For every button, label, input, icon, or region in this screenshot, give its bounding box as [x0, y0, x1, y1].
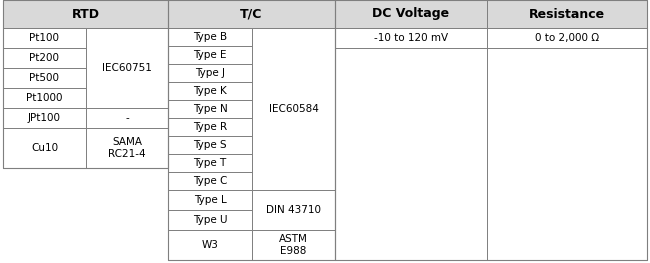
Bar [252, 28, 335, 190]
Text: Type T: Type T [194, 158, 227, 168]
Bar [3, 128, 86, 168]
Text: Type E: Type E [193, 50, 227, 60]
Text: DC Voltage: DC Voltage [372, 8, 450, 21]
Bar [335, 48, 487, 260]
Text: 0 to 2,000 Ω: 0 to 2,000 Ω [535, 33, 599, 43]
Text: Pt100: Pt100 [29, 33, 60, 43]
Bar [168, 172, 252, 190]
Text: Type C: Type C [193, 176, 227, 186]
Bar [168, 0, 335, 260]
Text: IEC60584: IEC60584 [268, 104, 318, 114]
Bar [86, 28, 168, 108]
Text: -10 to 120 mV: -10 to 120 mV [374, 33, 448, 43]
Bar [335, 28, 487, 48]
Text: T/C: T/C [240, 8, 263, 21]
Text: W3: W3 [202, 240, 218, 250]
Bar [168, 82, 252, 100]
Bar [168, 64, 252, 82]
Bar [252, 230, 335, 260]
Text: Type J: Type J [195, 68, 225, 78]
Bar [3, 48, 86, 68]
Bar [168, 46, 252, 64]
Bar [168, 136, 252, 154]
Text: Type L: Type L [194, 195, 226, 205]
Bar [168, 0, 335, 28]
Text: Type U: Type U [193, 215, 227, 225]
Bar [335, 0, 487, 28]
Bar [86, 128, 168, 168]
Bar [3, 0, 168, 168]
Text: Type N: Type N [192, 104, 227, 114]
Text: IEC60751: IEC60751 [102, 63, 152, 73]
Bar [168, 154, 252, 172]
Bar [168, 190, 252, 210]
Text: Pt1000: Pt1000 [26, 93, 63, 103]
Bar [3, 88, 86, 108]
Text: Type R: Type R [193, 122, 227, 132]
Bar [86, 108, 168, 128]
Bar [3, 28, 86, 48]
Bar [487, 0, 647, 28]
Text: -: - [125, 113, 129, 123]
Text: Type S: Type S [193, 140, 227, 150]
Text: DIN 43710: DIN 43710 [266, 205, 321, 215]
Text: JPt100: JPt100 [28, 113, 61, 123]
Text: Cu10: Cu10 [31, 143, 58, 153]
Bar [168, 118, 252, 136]
Bar [168, 100, 252, 118]
Text: Type B: Type B [193, 32, 227, 42]
Bar [168, 28, 252, 46]
Text: Pt200: Pt200 [29, 53, 60, 63]
Bar [3, 68, 86, 88]
Text: Type K: Type K [193, 86, 227, 96]
Bar [168, 230, 252, 260]
Text: Pt500: Pt500 [29, 73, 60, 83]
Text: SAMA
RC21-4: SAMA RC21-4 [108, 137, 146, 159]
Bar [487, 48, 647, 260]
Bar [252, 190, 335, 230]
Text: ASTM
E988: ASTM E988 [279, 234, 308, 256]
Bar [168, 210, 252, 230]
Bar [487, 28, 647, 48]
Bar [3, 0, 168, 28]
Bar [3, 108, 86, 128]
Text: RTD: RTD [72, 8, 99, 21]
Text: Resistance: Resistance [529, 8, 605, 21]
Bar [335, 0, 647, 260]
